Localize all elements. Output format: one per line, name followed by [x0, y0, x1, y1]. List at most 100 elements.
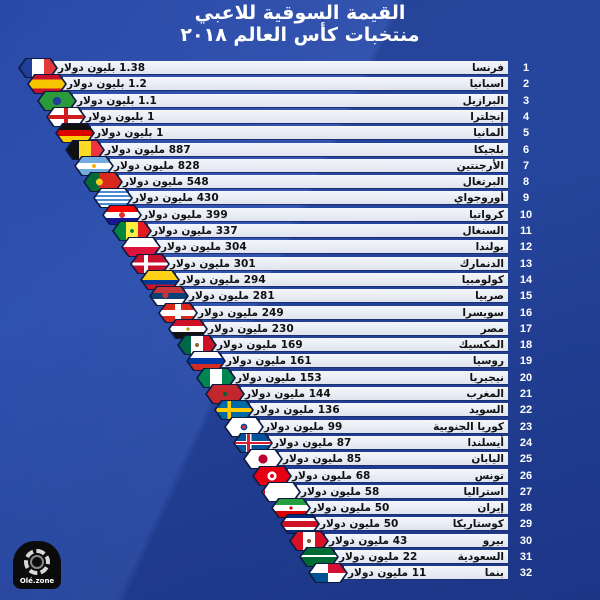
- belgium-flag-icon: [67, 141, 103, 159]
- ranking-row: 169 مليون دولار المكسيك 18: [0, 335, 600, 355]
- market-value: 161 مليون دولار: [226, 355, 312, 367]
- market-value: 430 مليون دولار: [133, 192, 219, 204]
- value-bar: [166, 257, 508, 271]
- country-name: السعودية: [457, 551, 504, 563]
- country-name: السنغال: [462, 225, 505, 237]
- value-bar: [269, 436, 508, 450]
- value-bar: [176, 273, 508, 287]
- market-value: 301 مليون دولار: [170, 258, 256, 270]
- logo-text: Olé.zone: [19, 577, 55, 585]
- rank-number: 2: [522, 78, 530, 90]
- market-value: 58 مليون دولار: [301, 486, 380, 498]
- country-name: السويد: [469, 404, 504, 416]
- title-line-2: منتخبات كأس العالم ٢٠١٨: [180, 24, 420, 46]
- egypt-flag-icon: [170, 320, 206, 338]
- germany-flag-icon: [57, 124, 93, 142]
- value-bar: [344, 566, 508, 580]
- market-value: 1 بليون دولار: [86, 111, 155, 123]
- poland-flag-icon: [123, 238, 159, 256]
- market-value: 50 مليون دولار: [320, 518, 399, 530]
- value-bar: [260, 420, 508, 434]
- market-value: 281 مليون دولار: [189, 290, 275, 302]
- market-value: 136 مليون دولار: [254, 404, 340, 416]
- market-value: 169 مليون دولار: [217, 339, 303, 351]
- ranking-row: 1.1 بليون دولار البرازيل 3: [0, 91, 600, 111]
- market-value: 153 مليون دولار: [236, 372, 322, 384]
- ranking-row: 548 مليون دولار البرتغال 8: [0, 172, 600, 192]
- ranking-row: 153 مليون دولار نيجيريا 20: [0, 368, 600, 388]
- country-name: صربيا: [475, 290, 504, 302]
- ranking-row: 249 مليون دولار سويسرا 16: [0, 303, 600, 323]
- country-name: المكسيك: [458, 339, 504, 351]
- value-bar: [54, 61, 508, 75]
- market-value: 1.38 بليون دولار: [58, 62, 146, 74]
- value-bar: [288, 469, 508, 483]
- rank-number: 12: [519, 241, 533, 253]
- value-bar: [110, 159, 508, 173]
- ranking-row: 50 مليون دولار كوستاريكا 29: [0, 514, 600, 534]
- ranking-row: 1.2 بليون دولار اسبانيا 2: [0, 74, 600, 94]
- market-value: 43 مليون دولار: [329, 535, 408, 547]
- tunisia-flag-icon: [254, 467, 290, 485]
- country-name: اليابان: [471, 453, 504, 465]
- country-name: نيجيريا: [469, 372, 505, 384]
- rank-number: 3: [522, 95, 530, 107]
- ranking-row: 281 مليون دولار صربيا 15: [0, 286, 600, 306]
- rank-number: 29: [519, 518, 533, 530]
- rank-number: 17: [519, 323, 533, 335]
- ole-zone-logo: Olé.zone: [13, 541, 61, 589]
- country-name: كولومبيا: [461, 274, 504, 286]
- iceland-flag-icon: [235, 434, 271, 452]
- value-bar: [307, 501, 508, 515]
- value-bar: [204, 322, 508, 336]
- country-name: ألمانيا: [473, 127, 504, 139]
- country-name: أوروجواي: [453, 192, 504, 204]
- rank-number: 30: [519, 535, 533, 547]
- peru-flag-icon: [291, 532, 327, 550]
- country-name: المغرب: [466, 388, 504, 400]
- country-name: كوستاريكا: [452, 518, 504, 530]
- country-name: سويسرا: [462, 307, 504, 319]
- rank-number: 8: [522, 176, 530, 188]
- rank-number: 21: [519, 388, 533, 400]
- ranking-row: 43 مليون دولار بيرو 30: [0, 531, 600, 551]
- country-name: إنجلترا: [470, 111, 504, 123]
- rank-number: 5: [522, 127, 530, 139]
- rank-number: 14: [519, 274, 533, 286]
- ranking-row: 304 مليون دولار بولندا 12: [0, 237, 600, 257]
- rank-number: 27: [519, 486, 533, 498]
- country-name: بنما: [484, 567, 504, 579]
- country-name: إيران: [477, 502, 504, 514]
- ranking-row: 294 مليون دولار كولومبيا 14: [0, 270, 600, 290]
- market-value: 87 مليون دولار: [273, 437, 352, 449]
- saudi-arabia-flag-icon: [301, 548, 337, 566]
- value-bar: [279, 452, 508, 466]
- nigeria-flag-icon: [198, 369, 234, 387]
- chart-title: القيمة السوقية للاعبي منتخبات كأس العالم…: [0, 2, 600, 46]
- ranking-row: 50 مليون دولار إيران 28: [0, 498, 600, 518]
- russia-flag-icon: [188, 352, 224, 370]
- country-name: الأرجنتين: [456, 160, 504, 172]
- ranking-row: 58 مليون دولار استراليا 27: [0, 482, 600, 502]
- south-korea-flag-icon: [226, 418, 262, 436]
- rank-number: 7: [522, 160, 530, 172]
- market-value: 887 مليون دولار: [105, 144, 191, 156]
- rank-number: 10: [519, 209, 533, 221]
- rank-number: 28: [519, 502, 533, 514]
- value-bar: [213, 338, 508, 352]
- market-value: 144 مليون دولار: [245, 388, 331, 400]
- rank-number: 4: [522, 111, 530, 123]
- value-bar: [148, 224, 508, 238]
- market-value: 294 مليون دولار: [180, 274, 266, 286]
- value-bar: [185, 289, 508, 303]
- ranking-row: 136 مليون دولار السويد 22: [0, 400, 600, 420]
- iran-flag-icon: [273, 499, 309, 517]
- rank-number: 31: [519, 551, 533, 563]
- ranking-row: 144 مليون دولار المغرب 21: [0, 384, 600, 404]
- rank-number: 9: [522, 192, 530, 204]
- value-bar: [101, 143, 508, 157]
- logo-ring-icon: [24, 549, 50, 575]
- senegal-flag-icon: [114, 222, 150, 240]
- ranking-row: 887 مليون دولار بلجيكا 6: [0, 140, 600, 160]
- ranking-row: 87 مليون دولار أيسلندا 24: [0, 433, 600, 453]
